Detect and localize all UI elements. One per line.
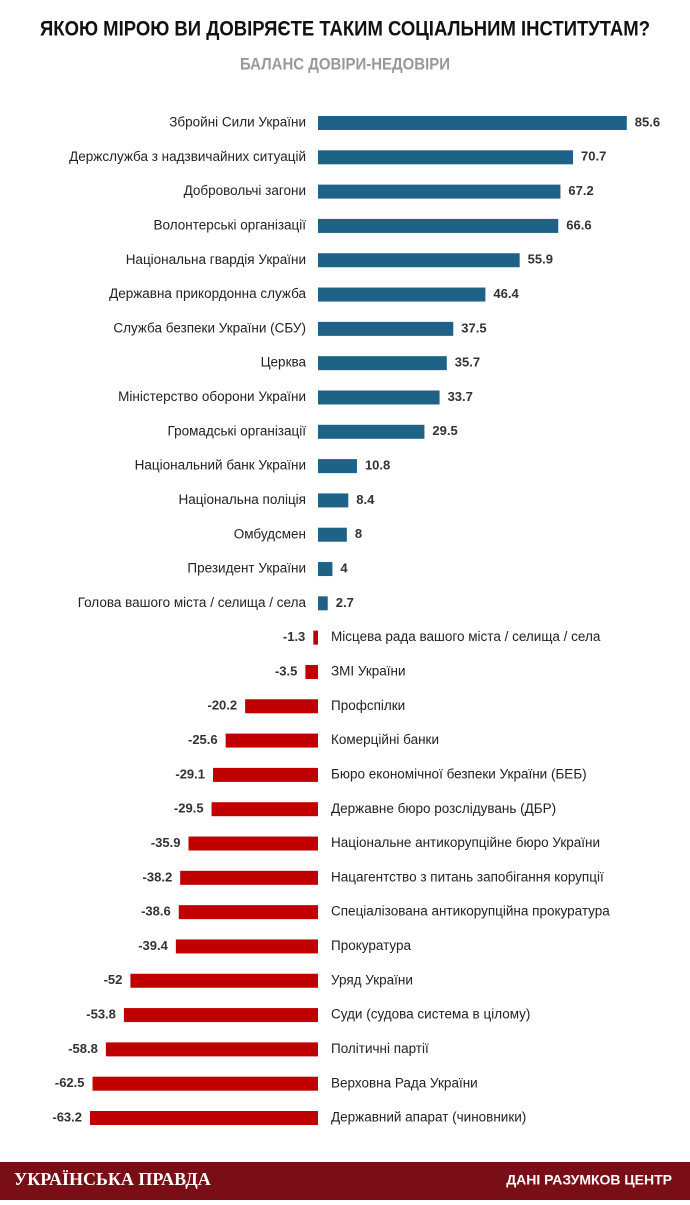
value-label: -53.8 — [86, 1007, 116, 1022]
value-label: -58.8 — [68, 1041, 98, 1056]
category-label: Нацагентство з питань запобігання корупц… — [331, 869, 604, 884]
bar — [178, 905, 318, 920]
category-label: Політичні партії — [331, 1041, 429, 1056]
category-label: Волонтерські організації — [154, 217, 307, 232]
category-label: Уряд України — [331, 972, 413, 987]
category-label: Державний апарат (чиновники) — [331, 1110, 526, 1125]
footer-band — [0, 1162, 690, 1200]
category-label: Добровольчі загони — [184, 183, 306, 198]
bar — [318, 527, 347, 542]
category-label: Місцева рада вашого міста / селища / сел… — [331, 629, 601, 644]
chart-title: ЯКОЮ МІРОЮ ВИ ДОВІРЯЄТЕ ТАКИМ СОЦІАЛЬНИМ… — [40, 18, 650, 41]
bar — [313, 630, 318, 645]
value-label: 85.6 — [635, 114, 660, 129]
value-label: 29.5 — [432, 423, 457, 438]
bar — [318, 287, 486, 302]
value-label: -63.2 — [52, 1109, 82, 1124]
value-label: -38.2 — [143, 869, 173, 884]
value-label: -1.3 — [283, 629, 305, 644]
bar — [318, 596, 328, 611]
category-label: Профспілки — [331, 698, 405, 713]
category-label: Збройні Сили України — [169, 115, 306, 130]
category-label: Держслужба з надзвичайних ситуацій — [69, 149, 306, 164]
bar — [213, 767, 318, 782]
value-label: 35.7 — [455, 355, 480, 370]
value-label: -20.2 — [207, 698, 237, 713]
value-label: 10.8 — [365, 458, 390, 473]
bar — [318, 356, 447, 371]
bar — [211, 802, 318, 817]
bar — [318, 150, 574, 165]
value-label: 33.7 — [448, 389, 473, 404]
bar — [130, 973, 318, 988]
bar — [123, 1008, 318, 1023]
bar — [318, 493, 349, 508]
bar — [318, 116, 627, 130]
category-label: Президент України — [187, 561, 306, 576]
category-label: Омбудсмен — [234, 526, 306, 541]
value-label: 8 — [355, 526, 362, 541]
category-label: ЗМІ України — [331, 664, 406, 679]
category-label: Верховна Рада України — [331, 1075, 478, 1090]
bar — [92, 1076, 318, 1091]
category-label: Спеціалізована антикорупційна прокуратур… — [331, 904, 610, 919]
value-label: 2.7 — [336, 595, 354, 610]
value-label: 8.4 — [356, 492, 375, 507]
bar — [318, 390, 440, 405]
value-label: -3.5 — [275, 663, 297, 678]
value-label: -35.9 — [151, 835, 181, 850]
category-label: Суди (судова система в цілому) — [331, 1007, 530, 1022]
category-label: Національна гвардія України — [126, 252, 306, 267]
category-label: Прокуратура — [331, 938, 412, 953]
bar — [305, 664, 318, 679]
value-label: -62.5 — [55, 1075, 85, 1090]
bar — [90, 1111, 318, 1125]
bar — [225, 733, 318, 748]
category-label: Комерційні банки — [331, 732, 439, 747]
bar — [318, 253, 520, 268]
value-label: 67.2 — [568, 183, 593, 198]
bar — [188, 836, 318, 851]
bar — [245, 699, 318, 714]
category-label: Бюро економічної безпеки України (БЕБ) — [331, 766, 587, 781]
bar — [318, 321, 454, 336]
bar — [180, 870, 318, 885]
bar — [175, 939, 318, 954]
value-label: -29.5 — [174, 801, 204, 816]
category-label: Національне антикорупційне бюро України — [331, 835, 600, 850]
value-label: 37.5 — [461, 320, 486, 335]
bar — [318, 184, 561, 199]
bar — [105, 1042, 319, 1057]
value-label: -39.4 — [138, 938, 168, 953]
value-label: 70.7 — [581, 149, 606, 164]
category-label: Громадські організації — [168, 423, 307, 438]
footer-source: ДАНІ РАЗУМКОВ ЦЕНТР — [506, 1172, 672, 1188]
category-label: Церква — [261, 355, 307, 370]
value-label: 55.9 — [528, 252, 553, 267]
value-label: -29.1 — [175, 766, 205, 781]
bar — [318, 562, 333, 577]
footer-brand: УКРАЇНСЬКА ПРАВДА — [14, 1169, 211, 1189]
bar — [318, 218, 559, 233]
category-label: Голова вашого міста / селища / села — [78, 595, 307, 610]
value-label: -52 — [104, 972, 123, 987]
chart-subtitle: БАЛАНС ДОВІРИ-НЕДОВІРИ — [240, 54, 450, 73]
value-label: -25.6 — [188, 732, 218, 747]
category-label: Національний банк України — [135, 458, 306, 473]
value-label: 4 — [340, 560, 348, 575]
category-label: Державне бюро розслідувань (ДБР) — [331, 801, 556, 816]
bar — [318, 424, 425, 439]
category-label: Служба безпеки України (СБУ) — [113, 320, 306, 335]
bar — [318, 459, 357, 474]
value-label: 46.4 — [493, 286, 519, 301]
category-label: Національна поліція — [178, 492, 306, 507]
category-label: Міністерство оборони України — [118, 389, 306, 404]
value-label: -38.6 — [141, 904, 171, 919]
value-label: 66.6 — [566, 217, 591, 232]
category-label: Державна прикордонна служба — [109, 286, 306, 301]
